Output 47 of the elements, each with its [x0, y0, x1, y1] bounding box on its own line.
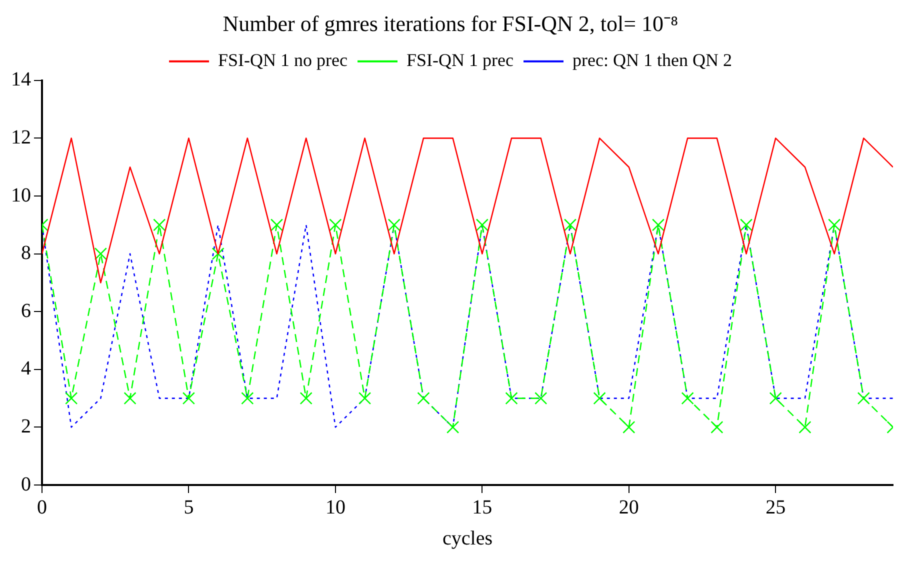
- y-tick-label: 6: [21, 300, 31, 322]
- point: [358, 392, 372, 405]
- y-tick-label: 0: [21, 473, 31, 496]
- point: [241, 392, 254, 405]
- point: [798, 420, 812, 434]
- x-axis-title: cycles: [442, 527, 493, 550]
- point: [65, 392, 78, 405]
- x-tick-label: 0: [37, 496, 47, 518]
- y-tick-label: 14: [11, 68, 31, 91]
- point: [329, 218, 342, 232]
- point: [212, 247, 224, 260]
- y-tick-label: 12: [11, 126, 31, 148]
- point: [710, 420, 724, 434]
- point: [300, 392, 312, 405]
- point: [857, 392, 870, 405]
- x-tick-label: 10: [325, 496, 346, 518]
- y-tick-label: 10: [11, 184, 31, 206]
- point: [740, 218, 753, 232]
- x-tick-label: 25: [766, 496, 786, 518]
- y-tick-label: 4: [21, 358, 31, 380]
- x-tick-label: 15: [472, 496, 492, 518]
- legend-label: FSI-QN 1 no prec: [218, 50, 348, 70]
- point: [769, 392, 782, 405]
- point: [446, 420, 460, 434]
- y-tick-label: 2: [21, 415, 31, 438]
- legend-label: prec: QN 1 then QN 2: [572, 50, 732, 70]
- point: [681, 392, 694, 405]
- point: [652, 218, 665, 232]
- point: [622, 420, 636, 434]
- y-tick-label: 8: [21, 242, 31, 264]
- point: [505, 392, 518, 405]
- point: [124, 392, 136, 405]
- point: [182, 392, 196, 405]
- x-tick-label: 5: [184, 496, 194, 518]
- point: [153, 218, 166, 232]
- point: [476, 218, 488, 232]
- point: [94, 247, 107, 260]
- point: [417, 392, 430, 405]
- point: [828, 218, 841, 232]
- point: [564, 218, 577, 232]
- point: [270, 218, 284, 232]
- point: [388, 218, 400, 232]
- x-tick-label: 20: [618, 496, 639, 518]
- point: [534, 392, 548, 405]
- legend-label: FSI-QN 1 prec: [406, 50, 514, 70]
- point: [593, 392, 606, 405]
- chart-title: Number of gmres iterations for FSI-QN 2, tol= 10⁻⁸: [222, 10, 678, 36]
